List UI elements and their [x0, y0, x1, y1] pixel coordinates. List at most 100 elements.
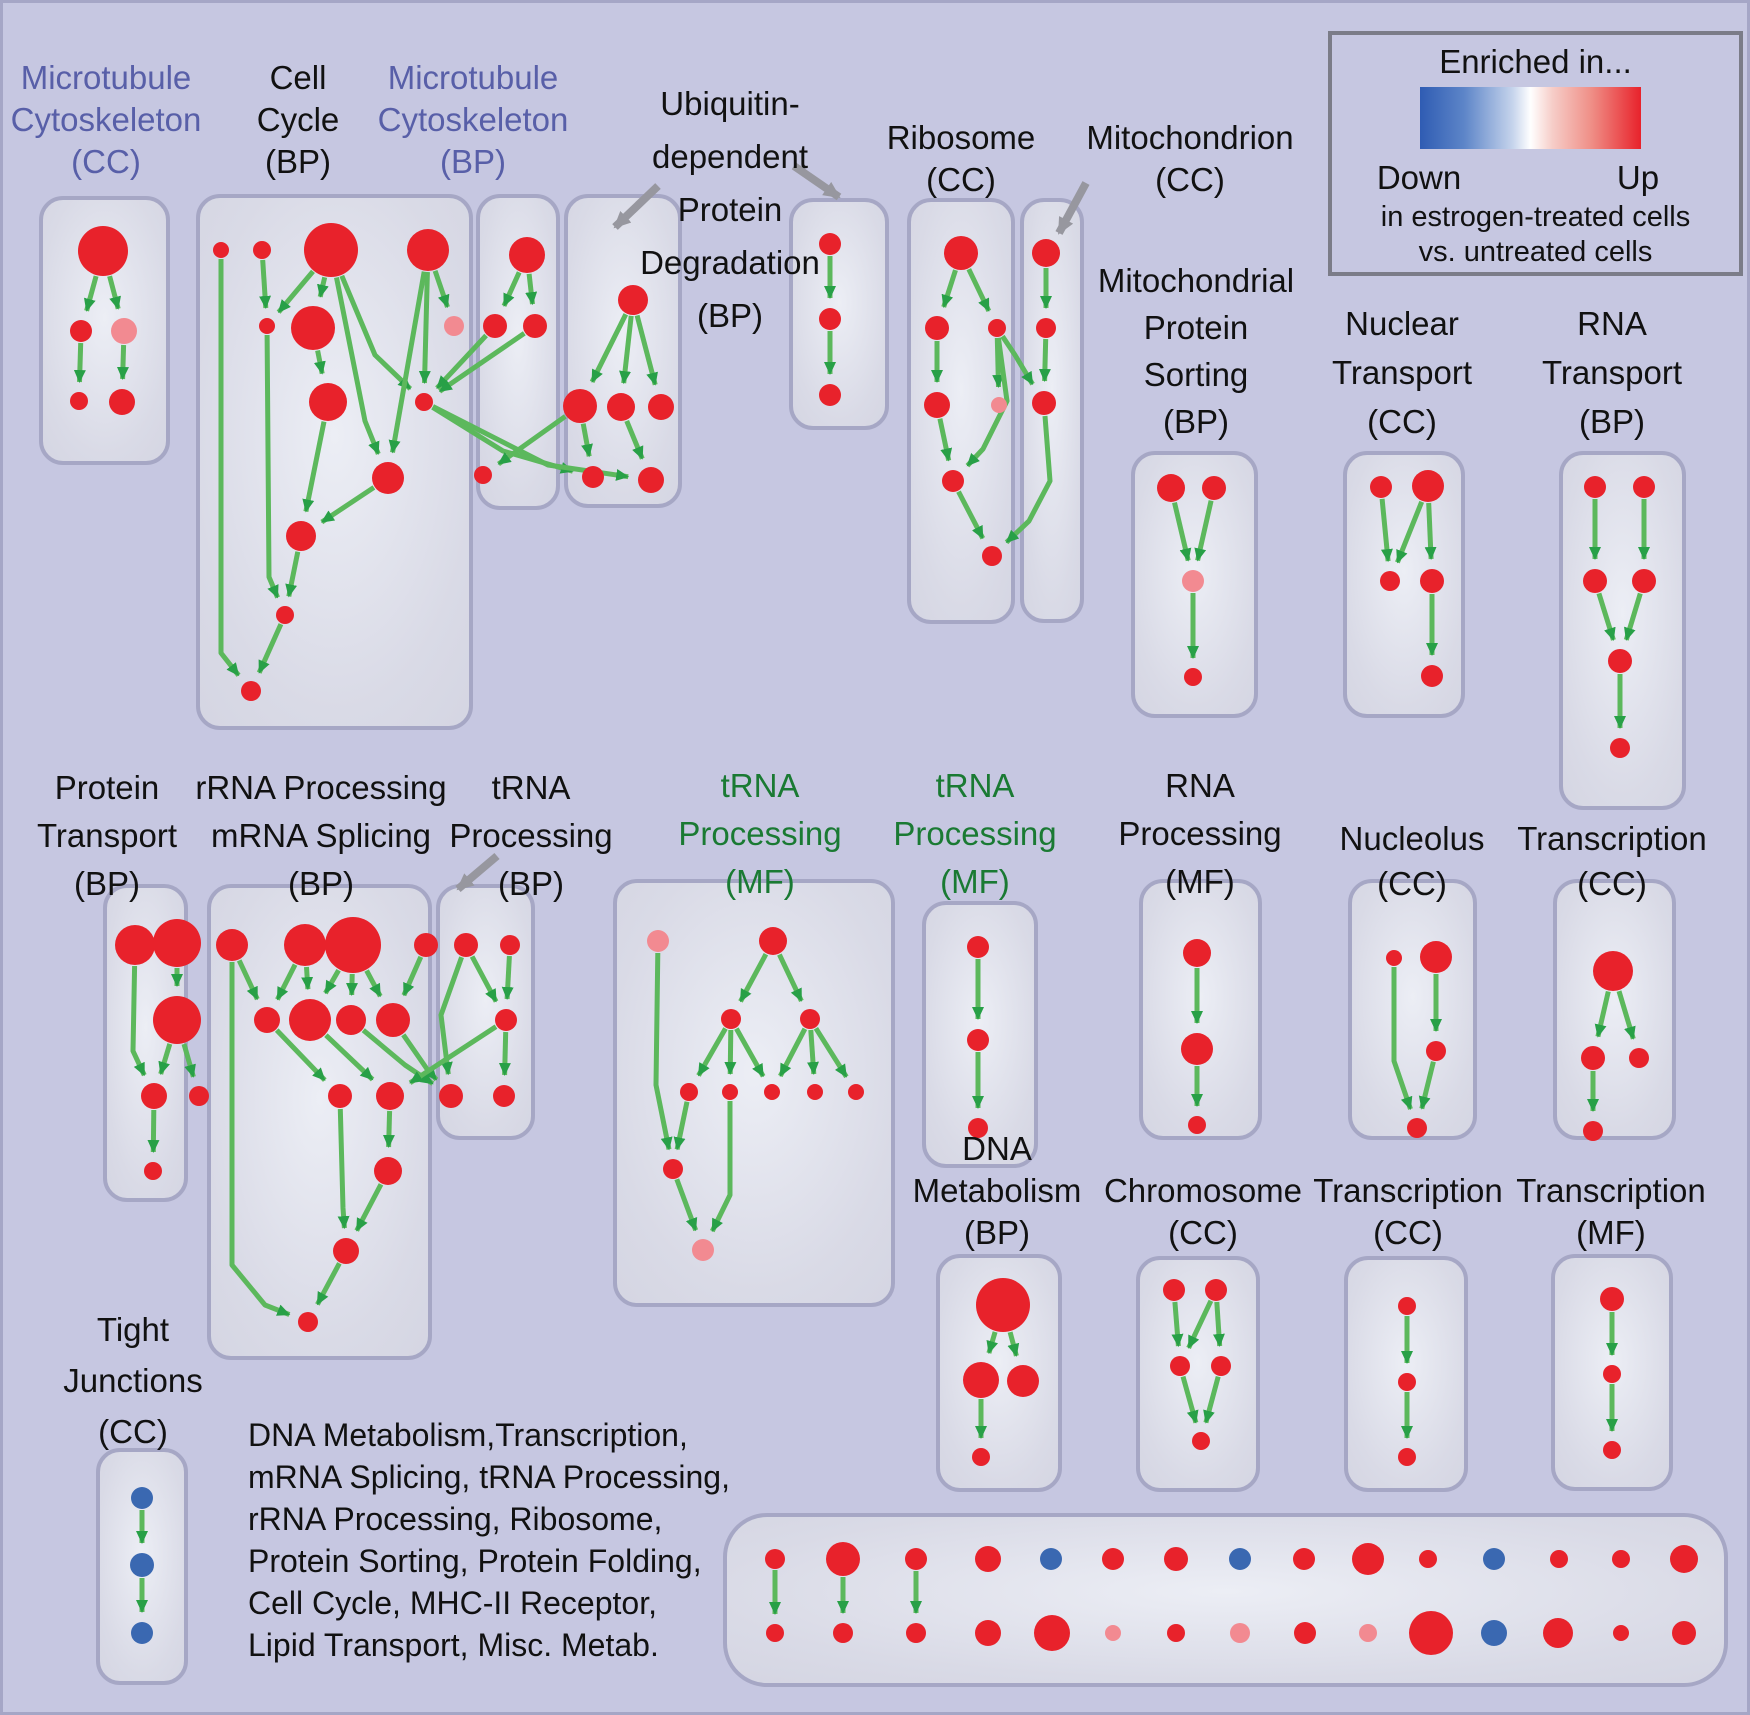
- edge: [619, 315, 634, 385]
- tmfL-node-7: [807, 1084, 823, 1100]
- edge: [710, 1101, 733, 1233]
- tj-node-1: [130, 1553, 154, 1577]
- edge: [218, 259, 241, 677]
- bb-node-3: [975, 1546, 1001, 1572]
- edge: [1171, 1301, 1184, 1348]
- tmfL-node-5: [722, 1084, 738, 1100]
- mito-node-1: [1036, 318, 1056, 338]
- ribo-node-2: [988, 319, 1006, 337]
- rnat-node-0: [1584, 476, 1606, 498]
- edge: [408, 1024, 498, 1085]
- edge: [320, 485, 376, 525]
- legend-up-label: Up: [1616, 159, 1660, 196]
- edge: [275, 963, 298, 1001]
- mps-node-3: [1184, 668, 1202, 686]
- tbp-node-4: [493, 1085, 515, 1107]
- edge: [334, 277, 381, 455]
- mps-node-0: [1157, 474, 1185, 502]
- mtcc-node-2: [111, 318, 137, 344]
- ubiq1-node-5: [638, 467, 664, 493]
- rnat-node-3: [1632, 569, 1656, 593]
- edge: [941, 269, 958, 308]
- cc-node-2: [304, 223, 358, 277]
- nut-node-3: [1420, 569, 1444, 593]
- mtcc-node-3: [70, 392, 88, 410]
- ubiq1-node-0: [618, 285, 648, 315]
- edge: [1172, 502, 1192, 562]
- pointer-arrow: [1055, 181, 1090, 235]
- tbp-node-2: [495, 1009, 517, 1031]
- dnam-node-3: [972, 1448, 990, 1466]
- edge: [777, 953, 804, 1002]
- dnam-node-2: [1007, 1365, 1039, 1397]
- legend-down-label: Down: [1376, 159, 1462, 196]
- cluster-box-tcm: [1553, 879, 1676, 1140]
- edge: [158, 1043, 173, 1075]
- edge: [501, 955, 514, 1000]
- pointer-arrow: [791, 162, 842, 201]
- edge: [354, 1183, 384, 1232]
- nuc-node-2: [1426, 1041, 1446, 1061]
- rrna-node-9: [376, 1082, 404, 1110]
- legend-box: Enriched in... Down Up in estrogen-treat…: [1328, 31, 1743, 276]
- edge: [438, 331, 526, 394]
- cluster-box-bb: [723, 1513, 1728, 1687]
- mtcc-node-0: [78, 226, 128, 276]
- edge: [806, 1029, 819, 1075]
- edge: [1623, 592, 1643, 641]
- legend-gradient-bar: [1420, 87, 1641, 149]
- bb-node-23: [1294, 1622, 1316, 1644]
- tcm-node-1: [1581, 1046, 1605, 1070]
- edge: [259, 259, 272, 309]
- bb-node-7: [1229, 1548, 1251, 1570]
- edge: [313, 350, 326, 375]
- bb-node-11: [1483, 1548, 1505, 1570]
- chrom-node-1: [1205, 1279, 1227, 1301]
- cc-node-6: [444, 316, 464, 336]
- edge: [236, 959, 260, 1001]
- edge: [418, 271, 431, 384]
- edge: [302, 421, 327, 513]
- ubiq1-node-4: [582, 466, 604, 488]
- ubiq1-node-3: [648, 394, 674, 420]
- tmfL-node-3: [800, 1009, 820, 1029]
- edge: [364, 969, 383, 998]
- edge: [256, 623, 284, 674]
- tmfL-node-9: [663, 1159, 683, 1179]
- edge: [674, 1178, 699, 1232]
- bb-node-18: [975, 1620, 1001, 1646]
- cluster-box-rrna: [207, 884, 432, 1360]
- edge: [435, 333, 488, 390]
- edge: [276, 269, 315, 314]
- edge: [1395, 500, 1425, 564]
- tcm-node-0: [1593, 951, 1633, 991]
- edge: [469, 955, 499, 1003]
- edge: [1594, 990, 1611, 1038]
- cc-node-5: [291, 306, 335, 350]
- bb-node-25: [1409, 1611, 1453, 1655]
- bb-node-4: [1040, 1548, 1062, 1570]
- edge: [1007, 1331, 1020, 1357]
- bb-node-1: [826, 1542, 860, 1576]
- legend-caption-line1: in estrogen-treated cells: [1380, 201, 1691, 233]
- bb-node-2: [905, 1548, 927, 1570]
- edge: [130, 965, 147, 1077]
- tbp-node-1: [500, 935, 520, 955]
- edge: [285, 551, 301, 598]
- edge: [1186, 1299, 1214, 1349]
- rrna-node-5: [289, 999, 331, 1041]
- cc-node-0: [213, 242, 229, 258]
- bb-node-9: [1352, 1543, 1384, 1575]
- tmfL-node-0: [647, 930, 669, 952]
- edge: [382, 1110, 395, 1148]
- edge: [1180, 1375, 1199, 1424]
- bb-node-24: [1359, 1624, 1377, 1642]
- tmf-node-2: [1603, 1441, 1621, 1459]
- rnat-node-4: [1608, 649, 1632, 673]
- tcb-node-1: [1398, 1373, 1416, 1391]
- edge: [937, 418, 953, 462]
- bb-node-8: [1293, 1548, 1315, 1570]
- edge: [438, 956, 464, 1076]
- bb-node-0: [765, 1549, 785, 1569]
